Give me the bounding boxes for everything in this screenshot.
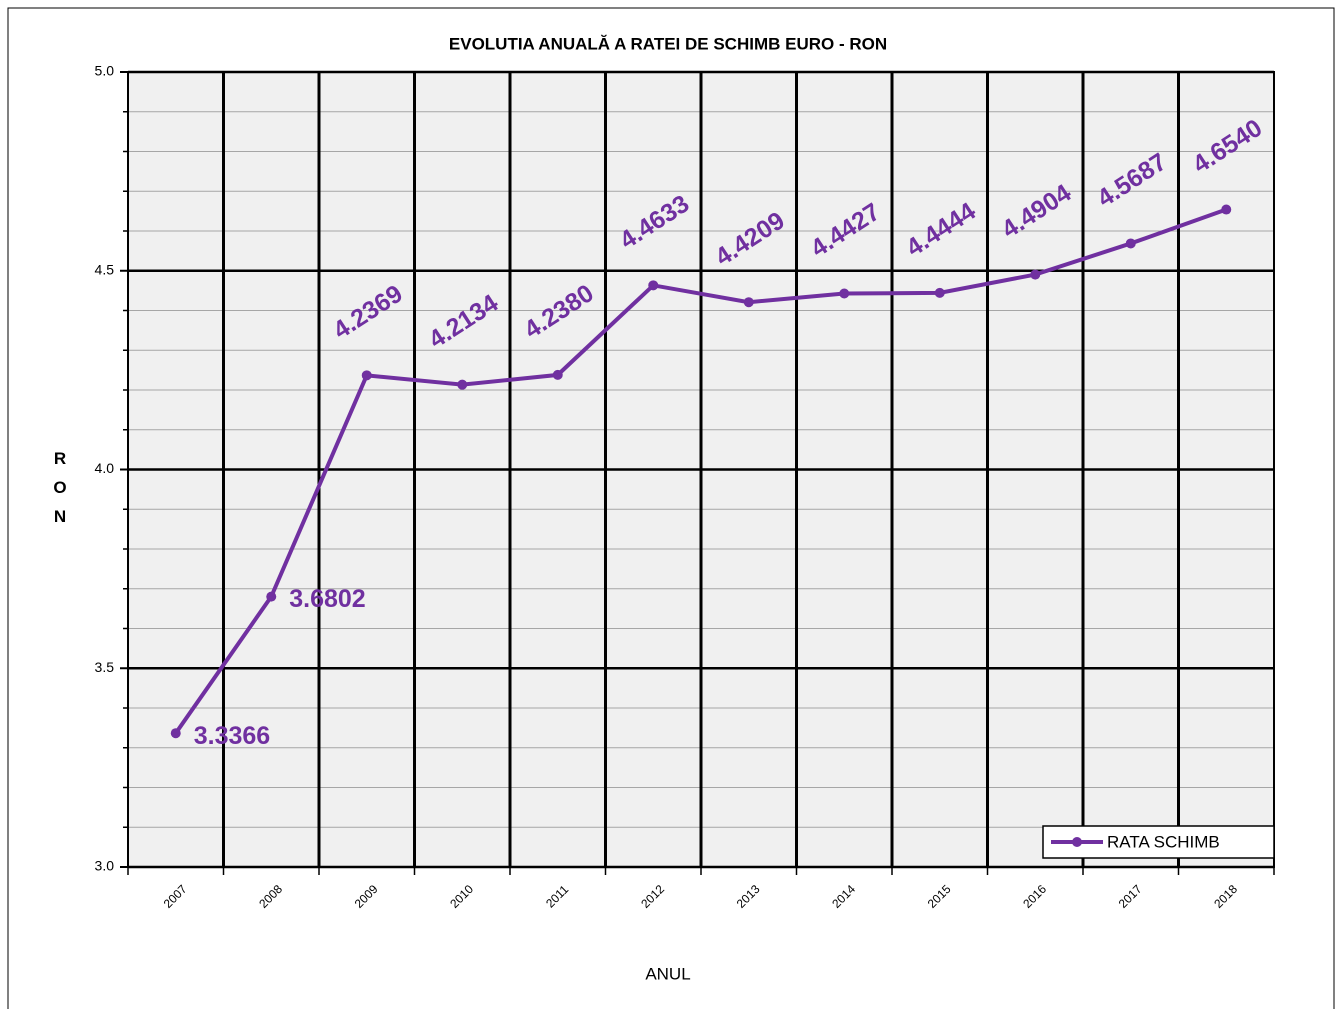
data-label: 3.3366 xyxy=(194,722,270,750)
data-point xyxy=(361,370,372,381)
data-point xyxy=(170,728,181,739)
chart-frame xyxy=(7,7,1335,1009)
x-tick-label: 2016 xyxy=(1020,882,1049,911)
x-tick-label: 2014 xyxy=(829,882,858,911)
data-point xyxy=(743,297,754,308)
x-tick-label: 2017 xyxy=(1116,882,1145,911)
x-axis-label: ANUL xyxy=(645,964,690,983)
x-tick-label: 2009 xyxy=(352,882,381,911)
data-point xyxy=(934,287,945,298)
data-point xyxy=(1221,204,1232,215)
x-tick-label: 2007 xyxy=(161,882,190,911)
x-tick-label: 2015 xyxy=(925,882,954,911)
data-point xyxy=(648,280,659,291)
x-tick-label: 2010 xyxy=(447,882,476,911)
data-point xyxy=(552,369,563,380)
x-tick-label: 2011 xyxy=(543,882,571,910)
x-tick-label: 2018 xyxy=(1211,882,1240,911)
plot-border xyxy=(127,71,1275,868)
y-tick-label: 4.5 xyxy=(95,261,115,277)
legend-marker xyxy=(1072,837,1082,847)
x-tick-label: 2013 xyxy=(734,882,763,911)
series-line xyxy=(174,207,1227,735)
data-point xyxy=(839,288,850,299)
chart-title: EVOLUTIA ANUALĂ A RATEI DE SCHIMB EURO -… xyxy=(449,34,887,53)
y-tick-label: 3.5 xyxy=(95,659,115,675)
x-tick-label: 2012 xyxy=(638,882,667,911)
legend-label: RATA SCHIMB xyxy=(1107,832,1220,851)
data-label: 3.6802 xyxy=(289,585,365,613)
data-point xyxy=(457,379,468,390)
y-tick-label: 4.0 xyxy=(95,460,115,476)
data-point xyxy=(1125,238,1136,249)
data-point xyxy=(1030,269,1041,280)
data-point xyxy=(266,591,277,602)
x-tick-label: 2008 xyxy=(256,882,285,911)
y-tick-label: 5.0 xyxy=(95,63,115,79)
y-tick-label: 3.0 xyxy=(95,858,115,874)
